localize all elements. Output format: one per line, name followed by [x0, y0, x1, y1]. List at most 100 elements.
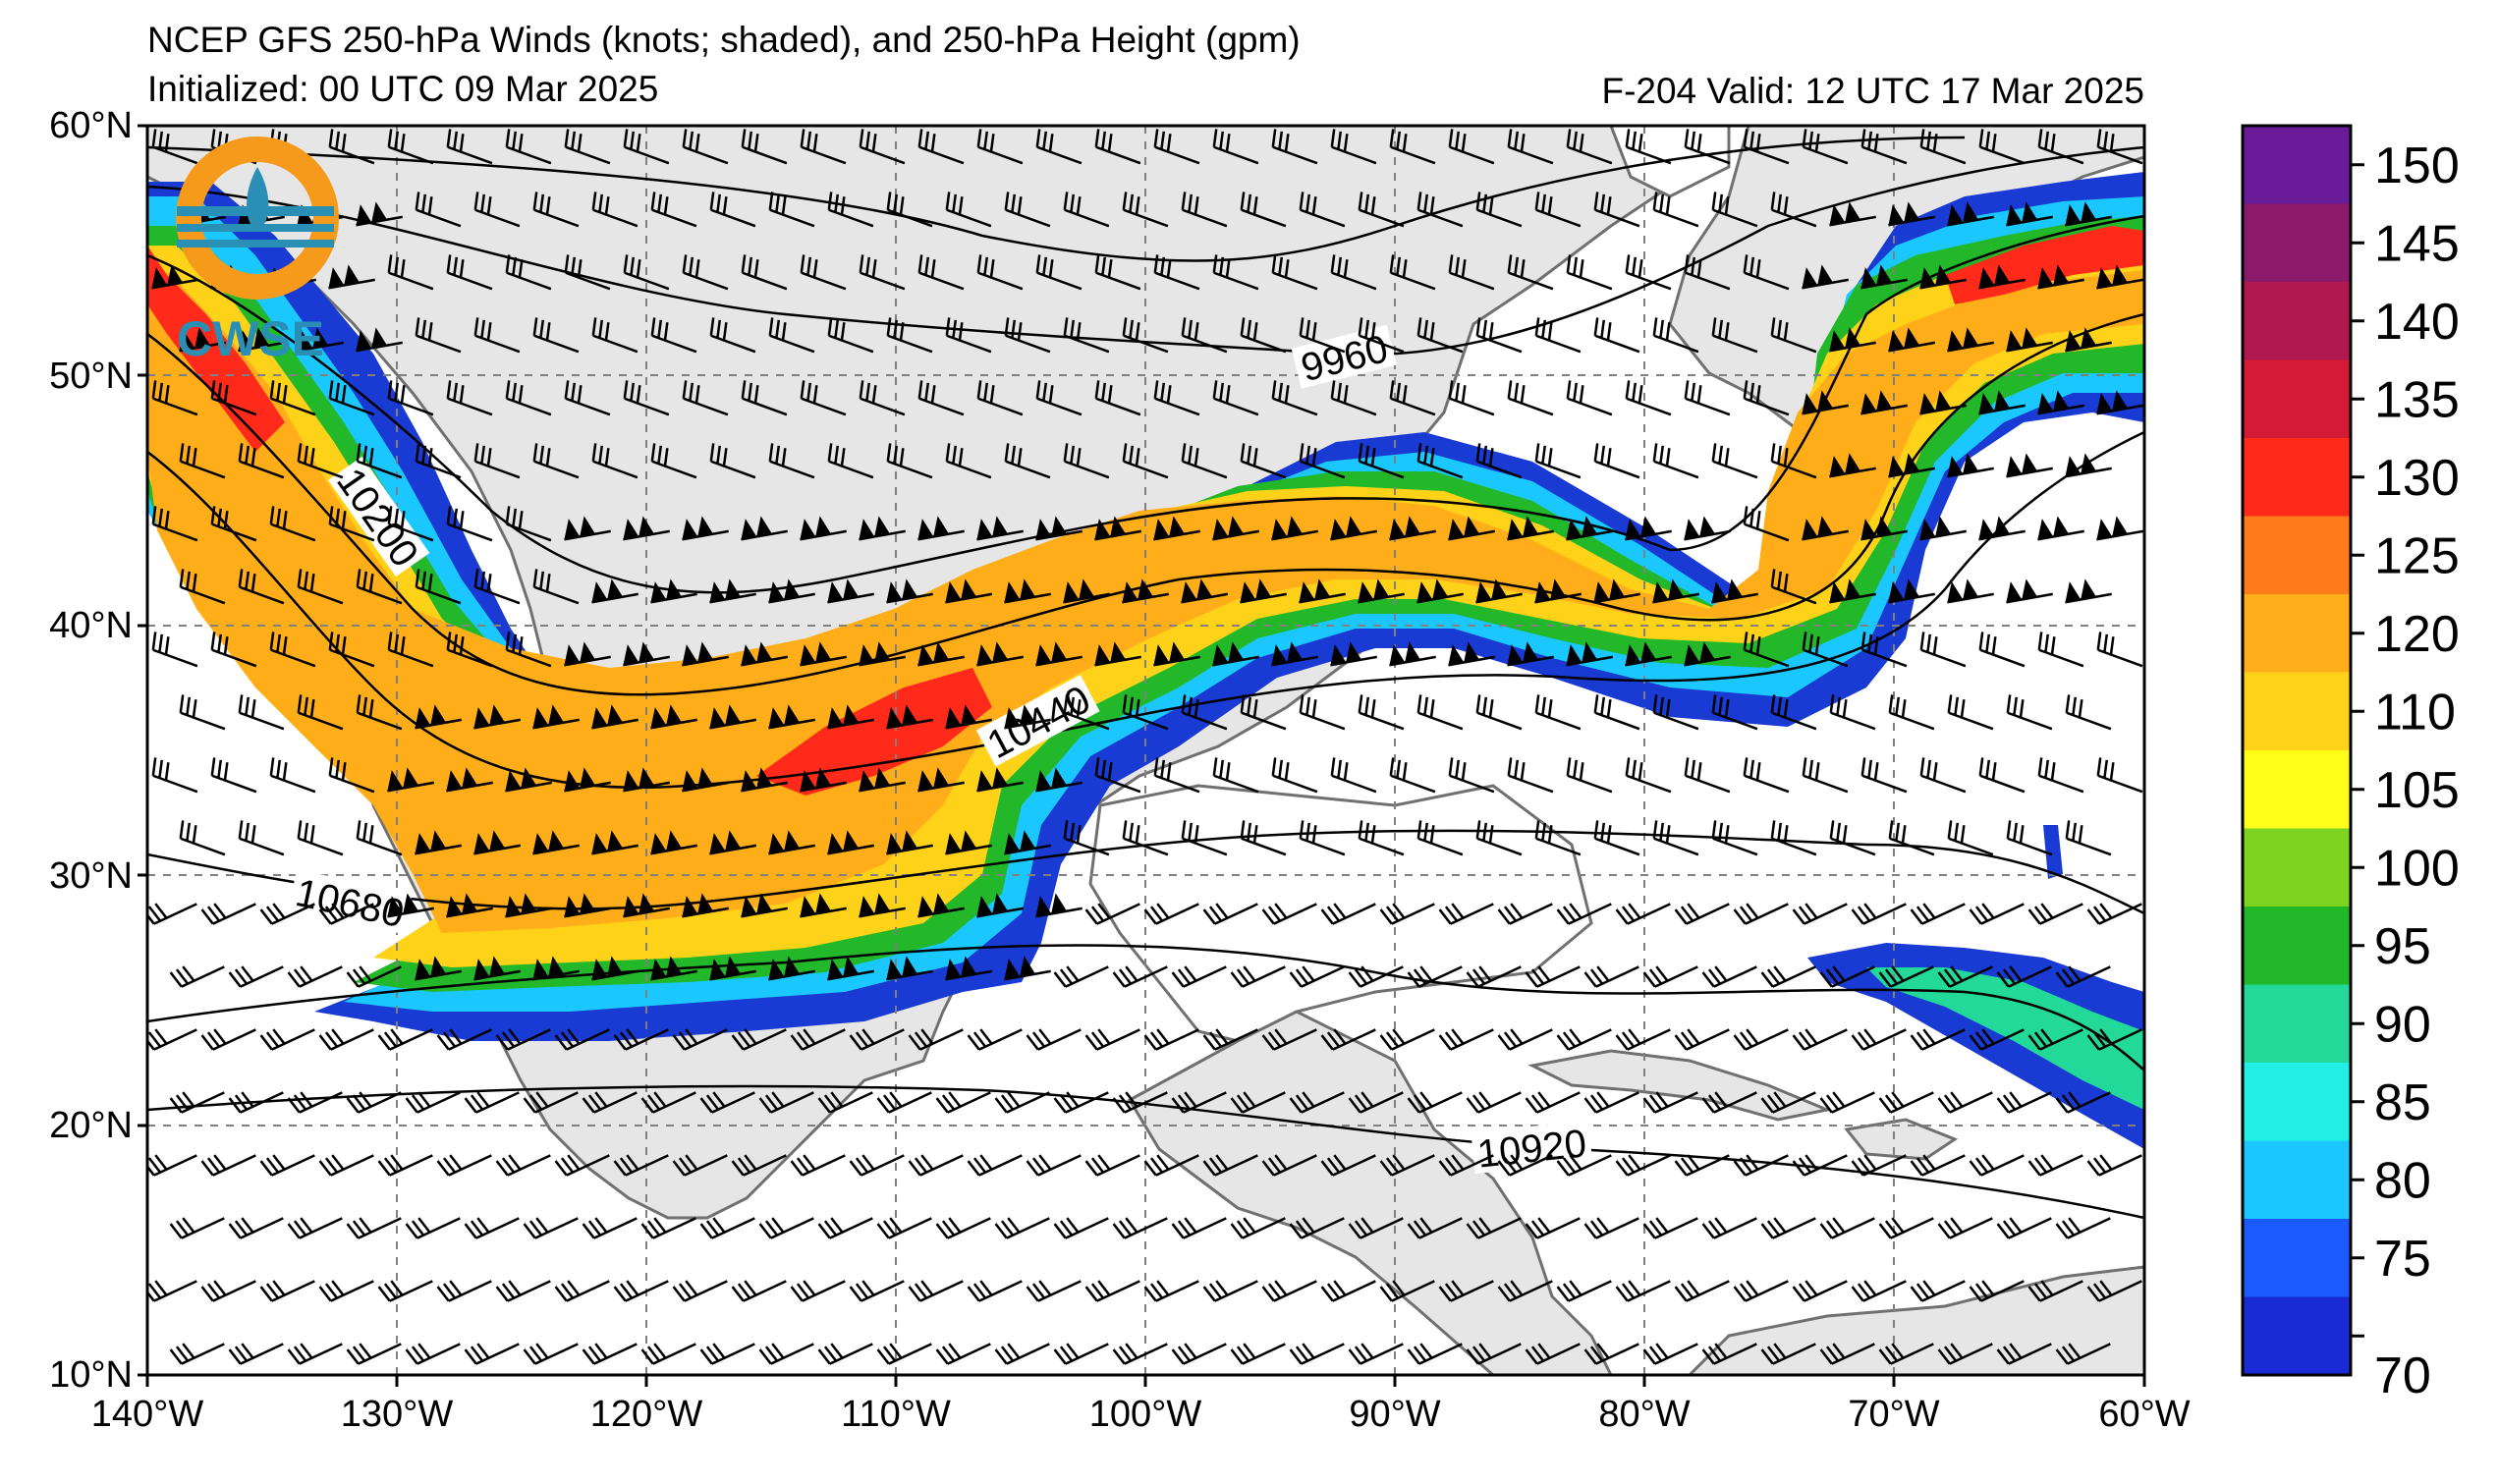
wind-barb: [886, 192, 933, 228]
wind-barb: [640, 1217, 696, 1239]
wind-barb: [699, 1217, 755, 1239]
wind-barb: [2055, 965, 2111, 988]
wind-barb: [1674, 1154, 1730, 1177]
wind-barb: [387, 632, 434, 668]
wind-barb: [1004, 443, 1051, 479]
wind-barb: [1358, 192, 1405, 228]
wind-barb: [1851, 1280, 1907, 1302]
wind-barb: [1407, 1091, 1463, 1114]
wind-barb: [151, 380, 198, 416]
wind-barb: [886, 443, 933, 479]
wind-barb: [1122, 694, 1169, 731]
wind-barb: [1792, 1280, 1848, 1302]
wind-barb: [1348, 965, 1404, 988]
wind-barb: [1448, 757, 1495, 794]
wind-barb: [1534, 443, 1582, 479]
wind-barb: [1271, 254, 1318, 291]
wind-barb: [1466, 1343, 1522, 1365]
wind-barb: [238, 820, 285, 856]
wind-barb: [210, 632, 257, 668]
wind-barb: [1910, 903, 1966, 925]
wind-barb: [976, 767, 1024, 793]
wind-barb: [1181, 192, 1228, 228]
wind-barb: [994, 1343, 1050, 1365]
wind-barb: [1819, 965, 1875, 988]
wind-barb: [532, 830, 580, 855]
colorbar-swatch: [2243, 1140, 2351, 1220]
wind-barb: [259, 1028, 315, 1051]
wind-barb: [917, 641, 965, 667]
wind-barb: [1615, 903, 1671, 925]
wind-barb: [1674, 1280, 1730, 1302]
colorbar-label: 135: [2374, 371, 2460, 428]
colorbar-swatch: [2243, 828, 2351, 907]
wind-barb: [1760, 1343, 1816, 1365]
wind-barb: [436, 1154, 492, 1177]
wind-barb: [1770, 820, 1817, 856]
wind-barb: [377, 1280, 433, 1302]
wind-barb: [1910, 1028, 1966, 1051]
wind-barb: [859, 767, 906, 793]
wind-barb: [1770, 569, 1817, 605]
wind-barb: [238, 569, 285, 605]
wind-barb: [1320, 1028, 1376, 1051]
wind-barb: [1084, 903, 1140, 925]
wind-barb: [415, 317, 462, 354]
wind-barb: [650, 317, 697, 354]
wind-barb: [1525, 1343, 1581, 1365]
wind-barb: [2006, 201, 2053, 227]
wind-barb: [709, 578, 756, 604]
wind-barb: [446, 893, 493, 918]
wind-barb: [1438, 903, 1494, 925]
wind-barb: [238, 443, 285, 479]
wind-barb: [917, 254, 965, 291]
wind-barb: [1878, 965, 1934, 988]
wind-barb: [1642, 1091, 1698, 1114]
wind-barb: [1416, 694, 1464, 731]
wind-barb: [800, 254, 847, 291]
wind-barb: [2006, 694, 2053, 731]
wind-barb: [613, 1028, 669, 1051]
wind-barb: [1261, 1028, 1317, 1051]
wind-barb: [976, 893, 1024, 918]
wind-barb: [1448, 516, 1495, 541]
wind-barb: [1416, 578, 1464, 604]
wind-barb: [1652, 578, 1699, 604]
wind-barb: [297, 443, 344, 479]
wind-barb: [1593, 820, 1640, 856]
wind-barb: [532, 956, 580, 981]
wind-barb: [672, 1280, 728, 1302]
wind-barb: [1320, 903, 1376, 925]
wind-barb: [1299, 820, 1346, 856]
wind-barb: [758, 1217, 814, 1239]
wind-barb: [505, 129, 552, 165]
wind-barb: [151, 632, 198, 668]
wind-barb: [2027, 1280, 2083, 1302]
wind-barb: [287, 1343, 343, 1365]
wind-barb: [849, 1280, 905, 1302]
wind-barb: [1330, 516, 1377, 541]
wind-barb: [650, 578, 697, 604]
wind-barb: [1615, 1154, 1671, 1177]
wind-barb: [1035, 254, 1082, 291]
wind-barb: [1358, 578, 1405, 604]
wind-barb: [1819, 1217, 1875, 1239]
wind-barb: [1202, 1154, 1258, 1177]
wind-barb: [935, 1217, 991, 1239]
wind-barb: [1122, 443, 1169, 479]
wind-barb: [532, 704, 580, 730]
wind-barb: [859, 641, 906, 667]
wind-barb: [2065, 327, 2112, 353]
wind-barb: [2065, 820, 2112, 856]
lat-label-30: 30°N: [49, 855, 133, 897]
wind-barb: [1416, 820, 1464, 856]
wind-barb: [800, 767, 847, 793]
wind-barb: [1289, 1091, 1345, 1114]
wind-barb: [2037, 264, 2084, 290]
wind-barb: [976, 380, 1024, 416]
wind-barb: [238, 327, 285, 353]
wind-barb: [1583, 1217, 1639, 1239]
wind-barb: [1947, 201, 1994, 227]
wind-barb: [1240, 694, 1287, 731]
wind-barb: [1802, 757, 1849, 794]
